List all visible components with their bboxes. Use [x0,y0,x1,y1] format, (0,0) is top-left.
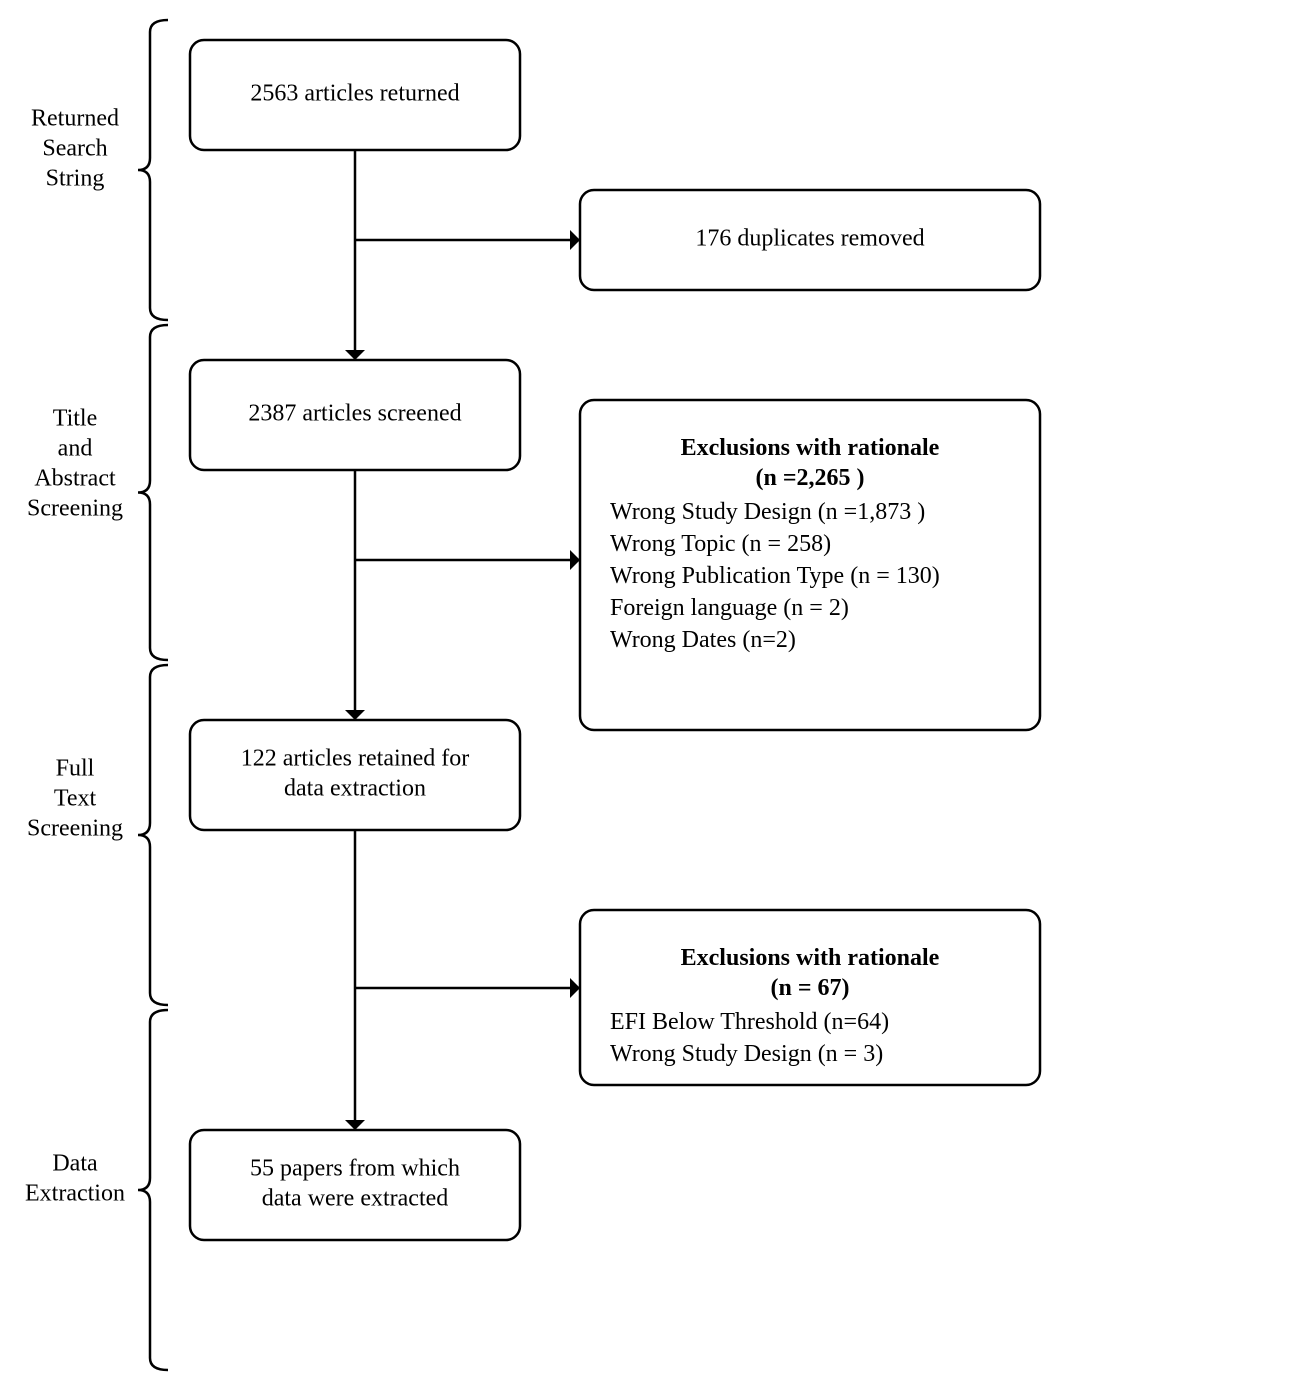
text-line: 55 papers from which [250,1156,460,1182]
text-line: Full [56,756,95,782]
text-line: Screening [27,816,123,842]
exclusion-item: EFI Below Threshold (n=64) [610,1009,889,1035]
brace-stage2 [138,325,168,660]
text-line: 122 articles retained for [241,746,470,772]
exclusion-title: (n =2,265 ) [755,465,864,491]
text-line: data were extracted [262,1186,449,1212]
text-line: data extraction [284,776,426,802]
text-line: Data [52,1151,98,1177]
text-line: 2563 articles returned [250,81,459,107]
exclusion-item: Wrong Study Design (n = 3) [610,1041,883,1067]
brace-stage1 [138,20,168,320]
brace-stage3 [138,665,168,1005]
exclusion-item: Wrong Topic (n = 258) [610,531,831,557]
brace-stage4 [138,1010,168,1370]
text-line: Text [54,786,97,812]
text-line: 2387 articles screened [248,401,461,427]
text-line: and [58,436,93,462]
text-line: 176 duplicates removed [695,226,924,252]
exclusion-title: Exclusions with rationale [681,945,940,971]
text-line: Extraction [25,1181,125,1207]
text-line: Returned [31,106,119,132]
text-line: String [46,166,105,192]
exclusion-item: Wrong Study Design (n =1,873 ) [610,499,925,525]
text-line: Abstract [34,466,116,492]
text-line: Title [53,406,97,432]
exclusion-title: (n = 67) [770,975,849,1001]
exclusion-item: Foreign language (n = 2) [610,595,849,621]
text-line: Screening [27,496,123,522]
exclusion-item: Wrong Dates (n=2) [610,627,796,653]
text-line: Search [42,136,107,162]
exclusion-item: Wrong Publication Type (n = 130) [610,563,940,589]
exclusion-title: Exclusions with rationale [681,435,940,461]
